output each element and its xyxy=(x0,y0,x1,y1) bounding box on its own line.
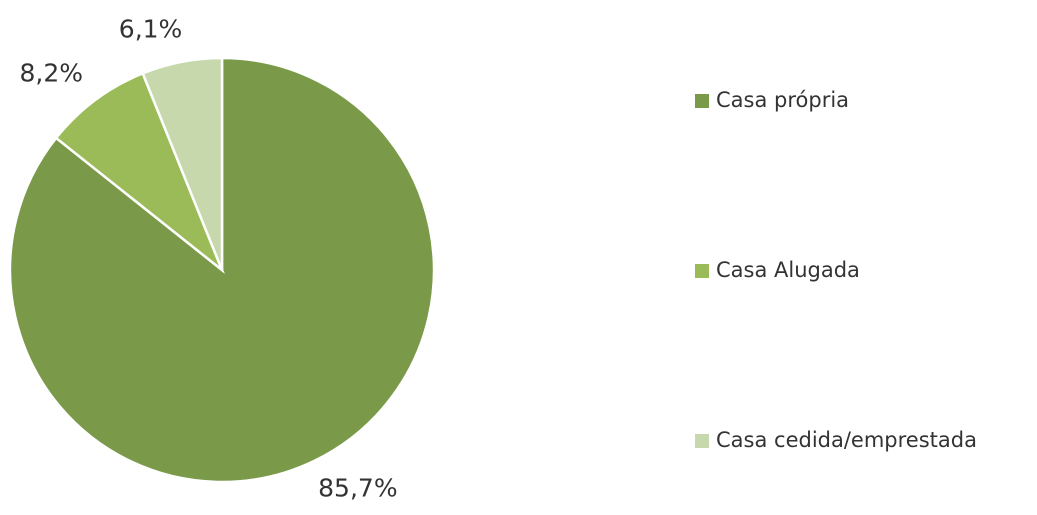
data-label: 6,1% xyxy=(119,15,183,44)
legend-label: Casa cedida/emprestada xyxy=(716,428,977,452)
legend-swatch xyxy=(695,434,709,448)
legend-label: Casa própria xyxy=(716,88,849,112)
data-label: 85,7% xyxy=(318,474,397,503)
pie-slice xyxy=(8,56,436,484)
data-label: 8,2% xyxy=(19,59,83,88)
legend-label: Casa Alugada xyxy=(716,258,860,282)
pie-slice xyxy=(54,71,225,274)
legend-swatch xyxy=(695,264,709,278)
pie-slice xyxy=(141,56,224,271)
legend-swatch xyxy=(695,94,709,108)
